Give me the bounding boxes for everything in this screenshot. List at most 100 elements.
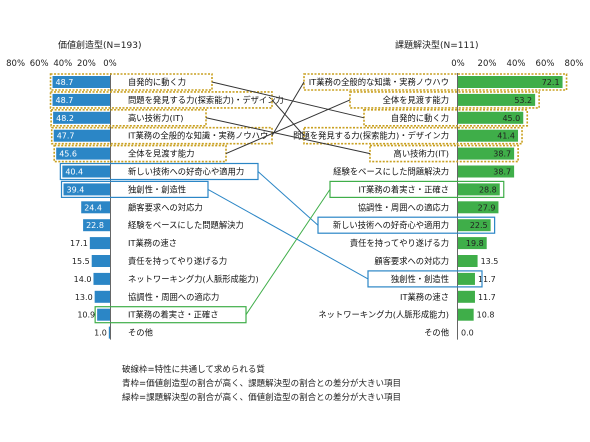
right-value-label: 38.7	[493, 150, 511, 159]
right-value-label: 22.5	[470, 221, 488, 230]
right-category-label: 協調性・周囲への適応力	[358, 202, 449, 212]
right-category-label: IT業務の着実さ・正確さ	[359, 184, 450, 194]
right-category-label: 自発的に動く力	[391, 113, 449, 123]
right-bar	[458, 129, 519, 142]
left-bars: 48.7 自発的に動く力 48.7 問題を発見する力(探索能力)・デザイン力 48.2 高…	[49, 73, 284, 339]
connector-line	[225, 99, 351, 155]
right-category-label: ネットワーキング力(人脈形成能力)	[318, 310, 449, 320]
right-bar	[458, 183, 500, 196]
left-tick-label: 0%	[103, 59, 117, 69]
connector-lines	[205, 81, 371, 315]
right-value-label: 28.8	[479, 185, 497, 194]
left-category-label: 新しい技術への好奇心や適用力	[128, 167, 244, 177]
left-category-label: IT業務の全般的な知識・実務ノウハウ	[128, 131, 268, 141]
left-category-label: 顧客要求への対応力	[128, 202, 203, 212]
right-bar	[458, 147, 515, 160]
right-panel-title: 課題解決型(N=111)	[395, 39, 478, 51]
right-tick-label: 60%	[536, 59, 555, 69]
left-value-label: 1.0	[94, 329, 107, 338]
right-value-label: 13.5	[481, 257, 499, 266]
left-value-label: 48.7	[56, 78, 74, 87]
left-bar	[52, 93, 110, 106]
right-bar	[458, 76, 563, 88]
left-value-label: 15.5	[72, 257, 90, 266]
left-value-label: 13.0	[75, 293, 93, 302]
right-category-label: 新しい技術への好奇心や適用力	[333, 220, 449, 230]
right-bar	[458, 111, 524, 124]
legend-notes: 破線枠=特性に共通して求められる質 青枠=価値創造型の割合が高く、課題解決型の割…	[122, 364, 401, 403]
left-bar	[52, 76, 110, 88]
right-category-label: 高い技術力(IT)	[394, 149, 449, 159]
right-bar	[458, 308, 474, 321]
left-category-label: 責任を持ってやり遂げる力	[128, 256, 227, 266]
left-category-label: 自発的に動く力	[128, 77, 186, 87]
left-value-label: 47.7	[57, 132, 75, 141]
left-bar	[81, 201, 110, 214]
left-value-label: 39.4	[67, 185, 85, 194]
left-panel-title: 価値創造型(N=193)	[58, 39, 141, 51]
left-bar	[63, 183, 110, 196]
left-category-label: 経験をベースにした問題解決力	[128, 220, 244, 230]
right-value-label: 11.7	[478, 293, 496, 302]
left-category-label: 問題を発見する力(探索能力)・デザイン力	[128, 95, 284, 105]
right-tick-label: 80%	[565, 59, 584, 69]
left-bar	[91, 255, 110, 267]
left-category-label: 高い技術力(IT)	[128, 113, 183, 123]
right-bar	[458, 93, 536, 106]
left-axis-ticks: 80% 60% 40% 20% 0%	[6, 59, 117, 340]
left-bar	[93, 272, 110, 285]
right-category-label: 独創性・創造性	[391, 274, 449, 284]
right-panel: 課題解決型(N=111) 0% 20% 40% 60% 80% 72.1 IT業務の全般的…	[293, 39, 583, 340]
left-value-label: 48.7	[56, 96, 74, 105]
right-value-label: 11.7	[478, 275, 496, 284]
connector-line	[271, 99, 305, 137]
left-category-label: 協調性・周囲への適応力	[128, 292, 219, 302]
left-bar	[62, 165, 110, 178]
right-value-label: 38.7	[493, 168, 511, 177]
left-bar	[94, 290, 110, 303]
left-bar	[56, 147, 110, 160]
right-tick-label: 40%	[507, 59, 526, 69]
connector-line	[245, 189, 331, 315]
right-bar	[458, 219, 491, 232]
right-value-label: 19.8	[466, 239, 484, 248]
left-bar	[89, 237, 110, 250]
right-value-label: 10.8	[477, 311, 495, 320]
left-value-label: 10.9	[77, 311, 95, 320]
right-category-label: 全体を見渡す能力	[383, 95, 449, 105]
right-bar	[458, 201, 499, 214]
right-highlight-frame	[303, 73, 568, 91]
left-value-label: 14.0	[74, 275, 92, 284]
note-green: 緑枠=課題解決型の割合が高く、価値創造型の割合との差分が大きい項目	[122, 392, 401, 403]
connector-line	[211, 81, 365, 119]
right-value-label: 27.9	[478, 203, 496, 212]
left-tick-label: 20%	[77, 59, 96, 69]
left-category-label: 独創性・創造性	[128, 184, 186, 194]
left-tick-label: 40%	[53, 59, 72, 69]
right-category-label: 経験をベースにした問題解決力	[333, 167, 449, 177]
right-bar	[458, 255, 478, 267]
left-value-label: 45.6	[59, 150, 77, 159]
left-category-label: 全体を見渡す能力	[128, 149, 194, 159]
right-category-label: 問題を発見する力(探索能力)・デザイン力	[293, 131, 449, 141]
right-highlight-frame	[349, 91, 540, 109]
right-category-label: IT業務の速さ	[400, 292, 449, 302]
left-value-label: 24.4	[84, 203, 102, 212]
note-dotted: 破線枠=特性に共通して求められる質	[122, 364, 265, 375]
left-bar	[53, 129, 110, 142]
right-category-label: 責任を持ってやり遂げる力	[350, 238, 449, 248]
right-bar	[458, 290, 475, 303]
right-tick-label: 0%	[451, 59, 465, 69]
left-value-label: 48.2	[56, 114, 74, 123]
right-bar	[458, 165, 515, 178]
left-value-label: 22.8	[86, 221, 104, 230]
left-category-label: ネットワーキング力(人脈形成能力)	[128, 274, 259, 284]
right-value-label: 53.2	[514, 96, 532, 105]
right-category-label: 顧客要求への対応力	[374, 256, 449, 266]
connector-line	[205, 117, 371, 155]
note-blue: 青枠=価値創造型の割合が高く、課題解決型の割合との差分が大きい項目	[122, 378, 401, 389]
right-tick-label: 20%	[478, 59, 497, 69]
right-value-label: 0.0	[461, 329, 474, 338]
connector-line	[207, 188, 369, 280]
